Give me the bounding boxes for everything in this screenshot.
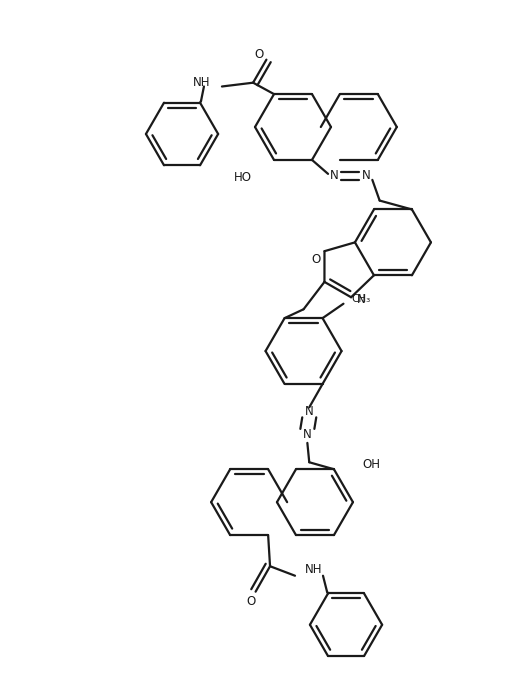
Text: N: N [303, 429, 312, 441]
Text: NH: NH [192, 76, 210, 89]
Text: OH: OH [362, 458, 380, 470]
Text: HO: HO [234, 172, 252, 184]
Text: CH₃: CH₃ [352, 293, 371, 304]
Text: O: O [255, 48, 264, 61]
Text: N: N [362, 170, 371, 182]
Text: N: N [305, 405, 314, 418]
Text: N: N [330, 170, 339, 182]
Text: O: O [312, 252, 321, 266]
Text: N: N [357, 293, 365, 306]
Text: O: O [246, 595, 255, 608]
Text: NH: NH [305, 563, 322, 576]
